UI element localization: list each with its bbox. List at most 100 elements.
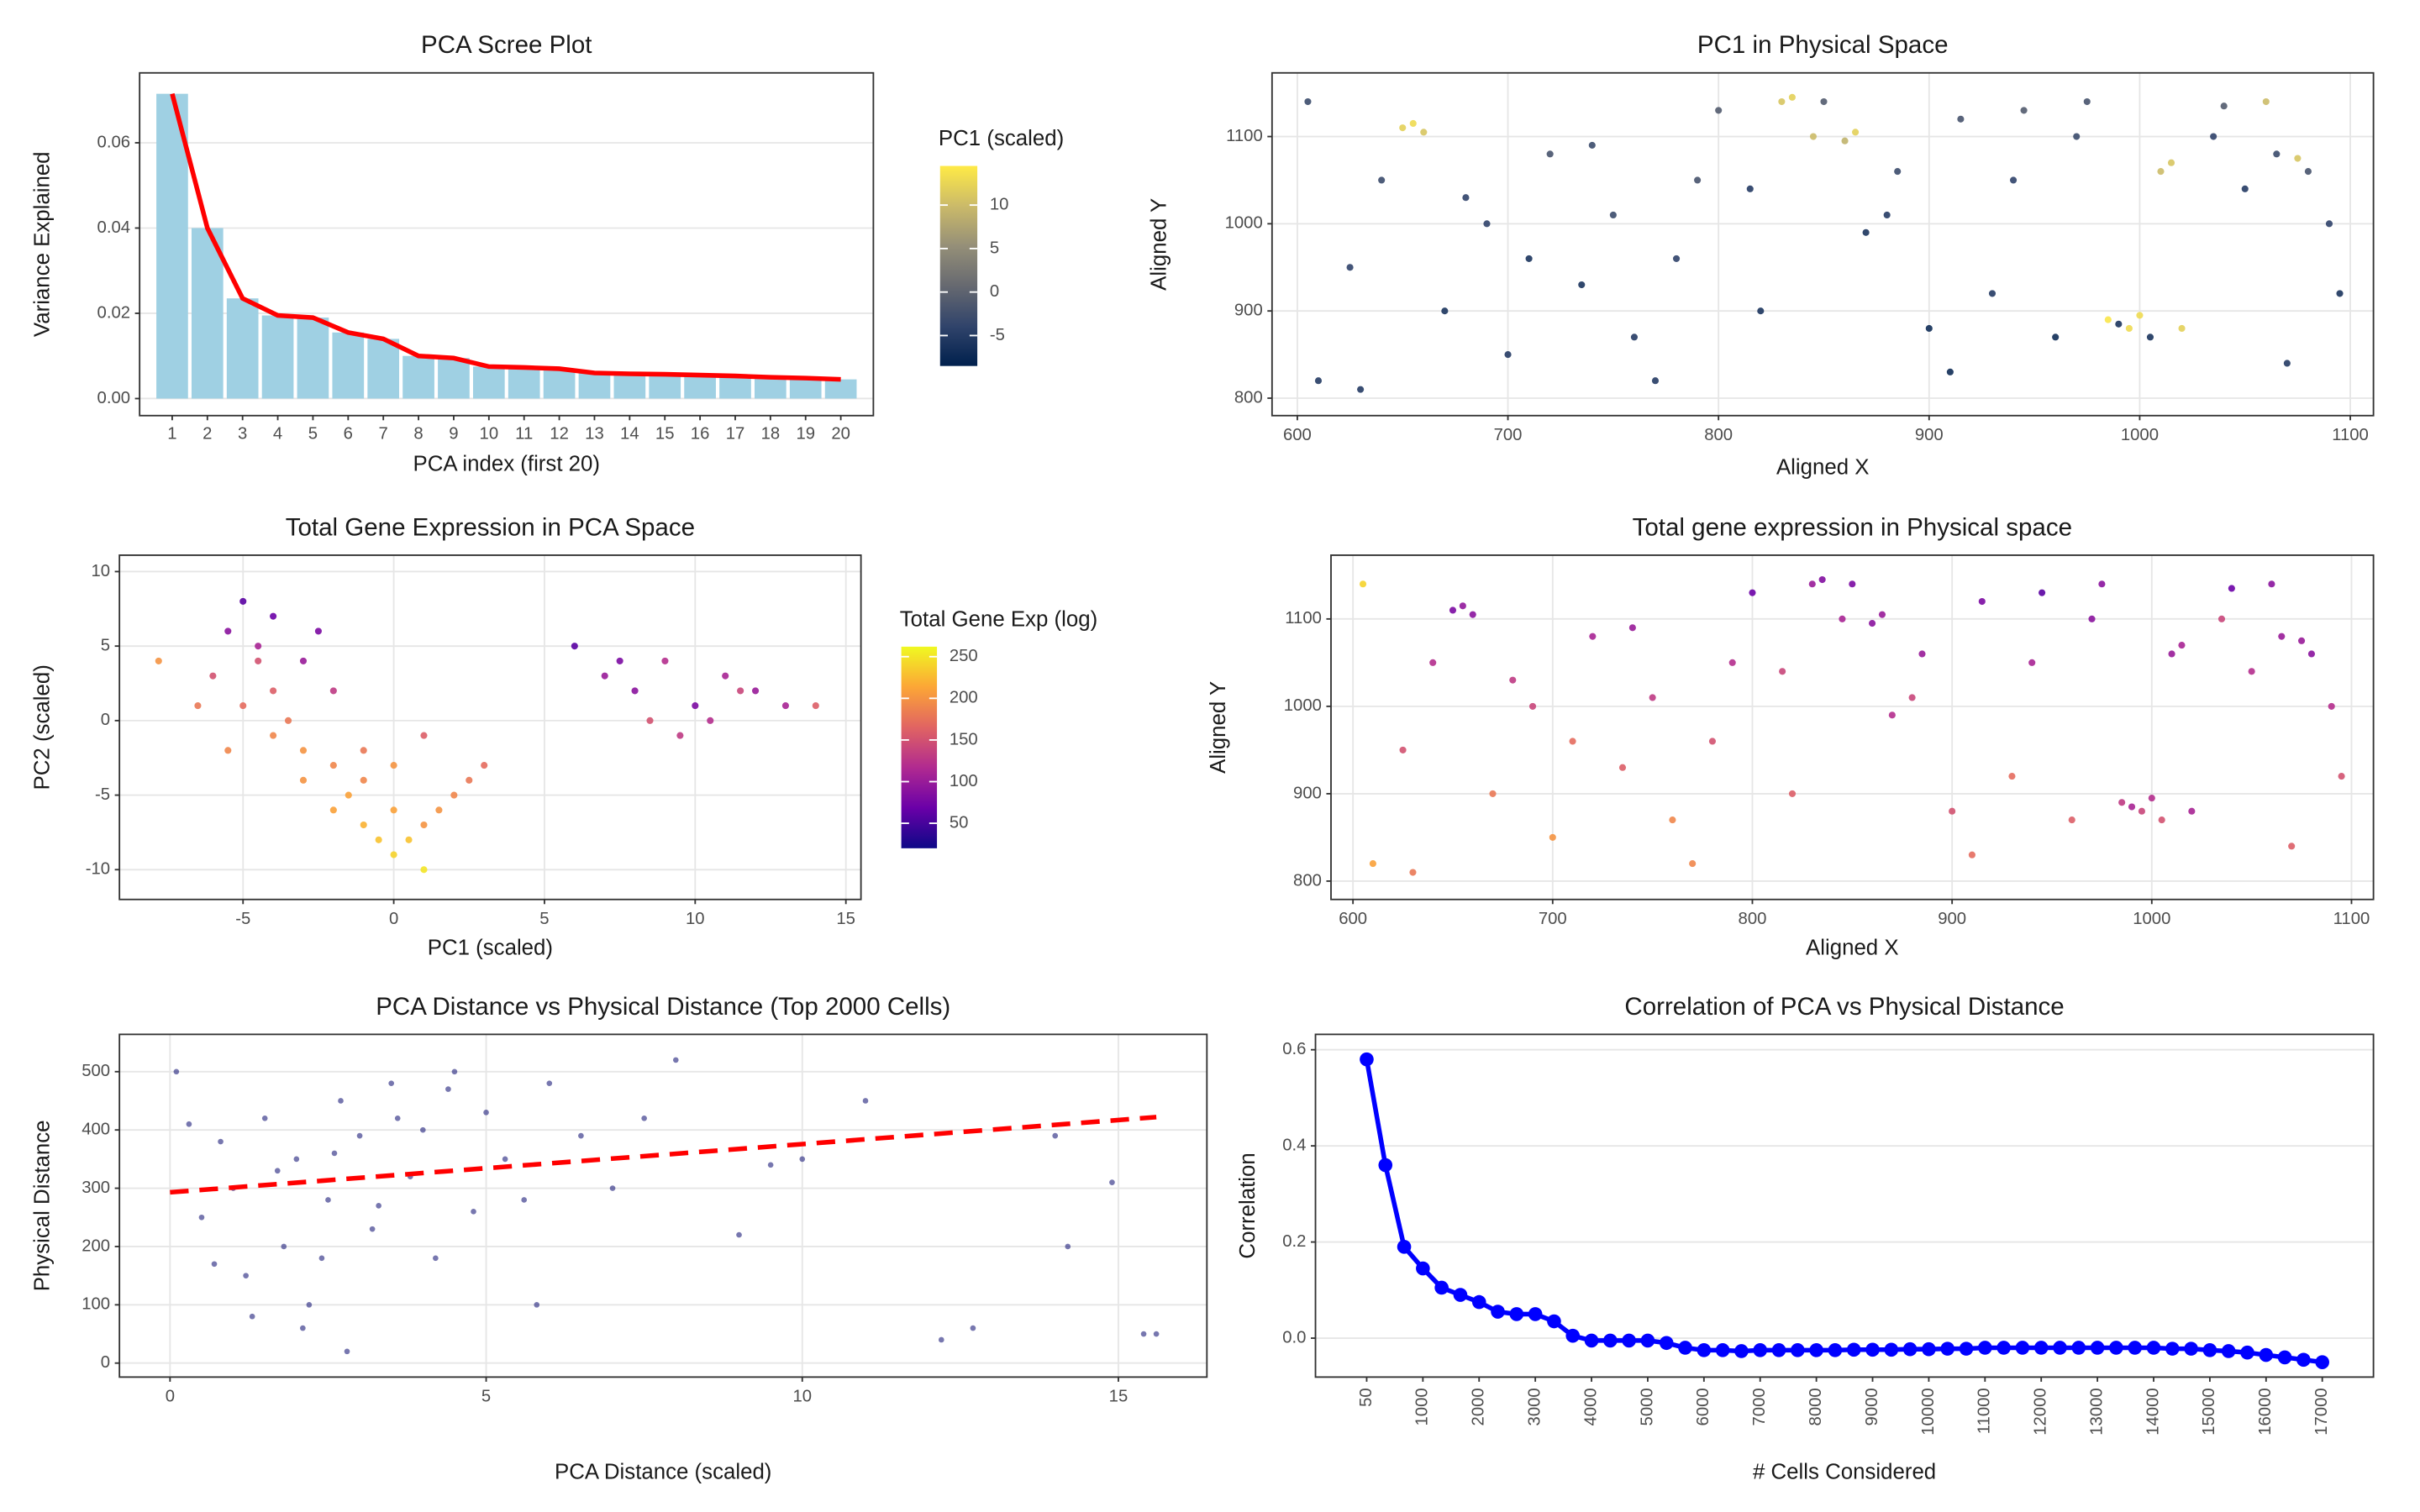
x-tick-label: 12000 — [2032, 1388, 2050, 1435]
point — [249, 1313, 255, 1320]
point — [1378, 176, 1386, 184]
point — [243, 1273, 249, 1278]
point — [1968, 851, 1975, 858]
x-tick-label: 16000 — [2256, 1388, 2275, 1435]
point — [1504, 351, 1512, 359]
x-tick-label: 8000 — [1807, 1388, 1825, 1425]
point — [1628, 624, 1636, 632]
point — [1052, 1132, 1059, 1139]
point — [450, 791, 458, 799]
point — [1749, 589, 1756, 596]
point — [1429, 659, 1437, 666]
point — [2178, 642, 2186, 649]
point — [2288, 843, 2296, 850]
point — [2262, 97, 2270, 106]
point — [345, 791, 352, 799]
y-tick-label: 400 — [82, 1121, 110, 1139]
bar — [578, 373, 611, 399]
chart-title: PC1 in Physical Space — [1697, 31, 1949, 59]
x-tick-label: 14 — [620, 424, 639, 443]
point — [1528, 702, 1537, 710]
y-tick-label: 0.04 — [97, 218, 131, 237]
x-tick-label: 1100 — [2332, 426, 2369, 444]
point — [1491, 1305, 1505, 1319]
plot-panel — [119, 554, 861, 900]
point — [799, 1156, 806, 1163]
x-axis-title: Aligned X — [1806, 937, 1899, 960]
legend-label: 10 — [990, 195, 1009, 213]
point — [2202, 1343, 2217, 1357]
x-axis-title: PC1 (scaled) — [428, 937, 553, 960]
point — [1908, 694, 1916, 701]
point — [2088, 615, 2096, 622]
x-tick-label: 16 — [691, 424, 710, 443]
point — [239, 702, 247, 710]
point — [1603, 1333, 1618, 1348]
point — [1846, 1342, 1861, 1357]
y-axis-title: Aligned Y — [1207, 681, 1230, 774]
point — [173, 1068, 180, 1075]
legend-label: 50 — [950, 813, 969, 832]
point — [722, 672, 729, 680]
x-axis-title: PCA Distance (scaled) — [555, 1461, 771, 1484]
x-tick-label: 800 — [1739, 910, 1767, 928]
point — [737, 687, 744, 695]
legend-label: -5 — [990, 326, 1005, 344]
point — [1728, 659, 1736, 666]
point — [224, 627, 232, 635]
point — [2125, 324, 2133, 333]
x-tick-label: 1000 — [1413, 1388, 1432, 1425]
point — [394, 1115, 401, 1121]
x-axis-title: # Cells Considered — [1753, 1461, 1936, 1484]
point — [546, 1080, 553, 1086]
point — [1649, 694, 1656, 701]
point — [1818, 575, 1826, 584]
point — [1902, 1341, 1918, 1357]
point — [2217, 615, 2226, 622]
point — [375, 836, 382, 843]
point — [1588, 141, 1596, 149]
point — [2307, 650, 2316, 658]
point — [1779, 668, 1786, 675]
point — [2098, 580, 2106, 588]
point — [155, 657, 162, 664]
point — [1757, 307, 1765, 315]
colorbar — [939, 165, 978, 366]
point — [1369, 860, 1376, 868]
x-tick-label: 10 — [480, 424, 499, 443]
point — [1883, 211, 1891, 219]
y-axis-title: Correlation — [1236, 1152, 1260, 1258]
point — [344, 1348, 350, 1355]
point — [388, 1080, 395, 1086]
point — [1839, 615, 1846, 622]
point — [293, 1156, 300, 1163]
point — [2165, 1341, 2180, 1356]
x-tick-label: 2 — [203, 424, 212, 443]
point — [2039, 589, 2046, 596]
panel-border — [1314, 1033, 2375, 1378]
chart-title: PCA Scree Plot — [421, 31, 592, 59]
x-tick-label: 18 — [761, 424, 781, 443]
point — [2278, 633, 2286, 640]
point — [1509, 676, 1517, 684]
plot-panel — [1315, 1034, 2374, 1378]
point — [2178, 324, 2186, 333]
point — [1852, 129, 1860, 136]
point — [767, 1162, 774, 1168]
plot-panel — [119, 1034, 1207, 1378]
point — [2053, 1341, 2067, 1355]
point — [2328, 702, 2335, 710]
panel-border — [118, 554, 862, 900]
point — [2338, 773, 2345, 780]
x-tick-label: 600 — [1339, 910, 1367, 928]
y-tick-label: 0.02 — [97, 303, 131, 322]
point — [2240, 1345, 2254, 1360]
y-axis-title: Physical Distance — [31, 1120, 55, 1291]
point — [299, 776, 308, 784]
point — [318, 1255, 325, 1262]
x-tick-label: 1 — [167, 424, 176, 443]
legend-label: 100 — [950, 772, 978, 790]
point — [360, 747, 367, 754]
point — [281, 1243, 287, 1250]
point — [736, 1231, 742, 1238]
